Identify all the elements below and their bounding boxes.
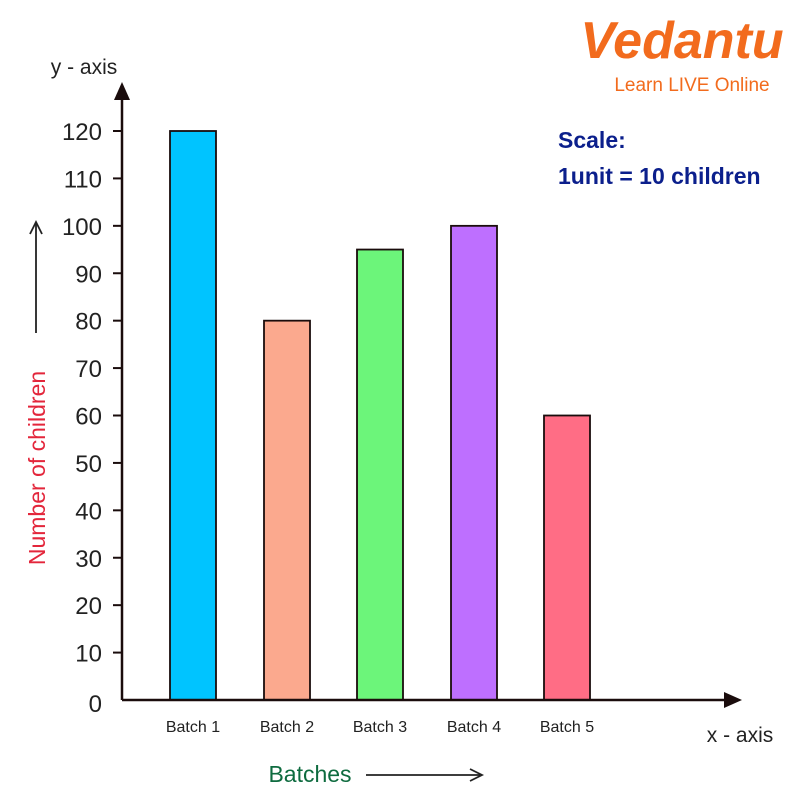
- y-axis-label: Number of children: [24, 371, 50, 565]
- x-category-label: Batch 2: [260, 719, 314, 736]
- x-category-label: Batch 5: [540, 719, 594, 736]
- y-tick-label: 10: [75, 641, 102, 668]
- y-tick-label: 20: [75, 593, 102, 620]
- x-axis-arrowhead: [724, 692, 742, 708]
- x-axis-label: Batches: [268, 761, 351, 787]
- bars-group: [169, 130, 591, 701]
- y-tick-label: 70: [75, 356, 102, 383]
- x-axis-name: x - axis: [707, 724, 774, 747]
- bar-4: [450, 224, 498, 701]
- y-tick-label: 80: [75, 309, 102, 336]
- x-category-label: Batch 1: [166, 719, 220, 736]
- x-label-arrow: [366, 768, 485, 782]
- y-tick-label: 50: [75, 451, 102, 478]
- brand-logo: Vedantu: [580, 12, 783, 70]
- brand-tagline: Learn LIVE Online: [614, 75, 769, 96]
- x-category-label: Batch 4: [447, 719, 501, 736]
- y-tick-label: 90: [75, 261, 102, 288]
- y-tick-label: 100: [62, 214, 102, 241]
- bar-5: [543, 414, 591, 701]
- y-label-arrow: [29, 219, 43, 333]
- y-tick-label: 30: [75, 546, 102, 573]
- y-tick-label: 40: [75, 498, 102, 525]
- bar-2: [263, 319, 311, 701]
- y-tick-label: 110: [64, 166, 102, 193]
- y-axis-arrowhead: [114, 82, 130, 100]
- y-ticks-group: 0 10 20 30 40 50 60 70 80 90 100 110 120: [62, 119, 122, 718]
- bar-1: [169, 130, 217, 701]
- scale-title: Scale:: [558, 127, 626, 153]
- y-tick-label: 60: [75, 404, 102, 431]
- y-tick-label: 120: [62, 119, 102, 146]
- x-category-label: Batch 3: [353, 719, 407, 736]
- y-axis-name: y - axis: [51, 56, 118, 79]
- bar-3: [356, 248, 404, 701]
- y-tick-label: 0: [89, 691, 102, 718]
- x-categories-group: Batch 1 Batch 2 Batch 3 Batch 4 Batch 5: [166, 719, 594, 736]
- scale-text: 1unit = 10 children: [558, 163, 761, 189]
